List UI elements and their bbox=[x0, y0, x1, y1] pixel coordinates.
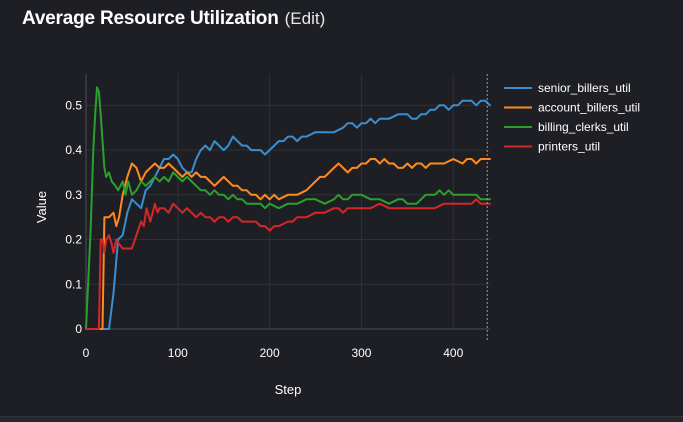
legend-item-senior-billers-util[interactable]: senior_billers_util bbox=[504, 81, 631, 95]
legend-label: senior_billers_util bbox=[538, 81, 631, 95]
chart-grid bbox=[85, 74, 490, 330]
panel-header: Average Resource Utilization (Edit) bbox=[22, 8, 325, 34]
y-tick-label: 0.5 bbox=[65, 98, 82, 112]
series-line-printers-util bbox=[85, 198, 491, 330]
y-tick-label: 0.3 bbox=[65, 188, 82, 202]
legend-label: account_billers_util bbox=[538, 101, 640, 115]
y-tick-label: 0.2 bbox=[65, 233, 82, 247]
x-tick-label: 100 bbox=[168, 346, 188, 360]
x-axis-title: Step bbox=[275, 382, 302, 397]
chart-legend[interactable]: senior_billers_util account_billers_utilb… bbox=[504, 81, 640, 154]
y-tick-label: 0 bbox=[75, 322, 82, 336]
series-line-billing-clerks-util bbox=[85, 86, 491, 330]
x-tick-label: 300 bbox=[351, 346, 371, 360]
y-tick-label: 0.1 bbox=[65, 277, 82, 291]
y-tick-label: 0.4 bbox=[65, 143, 82, 157]
chart-series bbox=[85, 86, 491, 330]
legend-item-billing-clerks-util[interactable]: billing_clerks_util bbox=[504, 120, 629, 134]
panel-title: Average Resource Utilization bbox=[22, 8, 279, 29]
chart-axes: 0 0.1 0.2 0.3 0.4 0.5 0 100 200 300 400 bbox=[65, 74, 490, 360]
x-tick-label: 200 bbox=[260, 346, 280, 360]
legend-label: billing_clerks_util bbox=[538, 120, 629, 134]
edit-title-link[interactable]: (Edit) bbox=[284, 9, 326, 28]
status-bar bbox=[0, 416, 683, 422]
series-line-account-billers-util bbox=[85, 158, 491, 330]
series-line-senior-billers-util bbox=[85, 99, 491, 330]
legend-item-account-billers-util[interactable]: account_billers_util bbox=[504, 101, 640, 115]
legend-label: printers_util bbox=[538, 140, 600, 154]
legend-item-printers-util[interactable]: printers_util bbox=[504, 140, 600, 154]
y-axis-title: Value bbox=[34, 191, 49, 223]
x-tick-label: 0 bbox=[83, 346, 90, 360]
x-tick-label: 400 bbox=[443, 346, 463, 360]
